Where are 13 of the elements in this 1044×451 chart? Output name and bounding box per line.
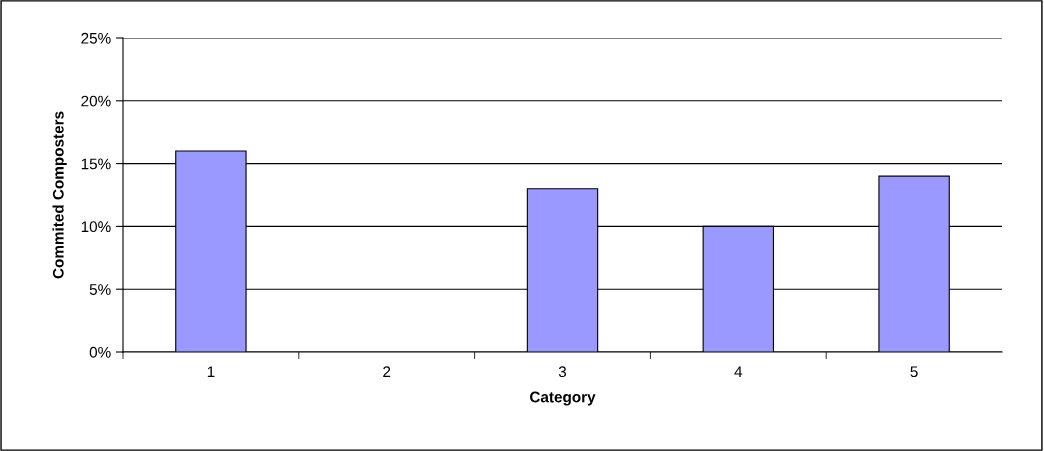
y-tick-label: 10% [81, 221, 111, 233]
x-tick-label: 3 [558, 366, 567, 378]
y-tick-label: 5% [89, 284, 111, 295]
x-tick-label: 1 [207, 366, 215, 377]
x-tick-label: 4 [734, 366, 743, 377]
x-tick-label: 5 [910, 366, 918, 378]
y-tick-label: 0% [89, 346, 111, 358]
y-tick-label: 20% [81, 95, 111, 107]
y-tick-label: 15% [81, 158, 111, 170]
x-tick-label: 2 [383, 366, 391, 377]
y-axis-title: Commited Composters [52, 111, 67, 279]
x-axis-title: Category [530, 391, 596, 406]
y-tick-label: 25% [81, 32, 111, 44]
